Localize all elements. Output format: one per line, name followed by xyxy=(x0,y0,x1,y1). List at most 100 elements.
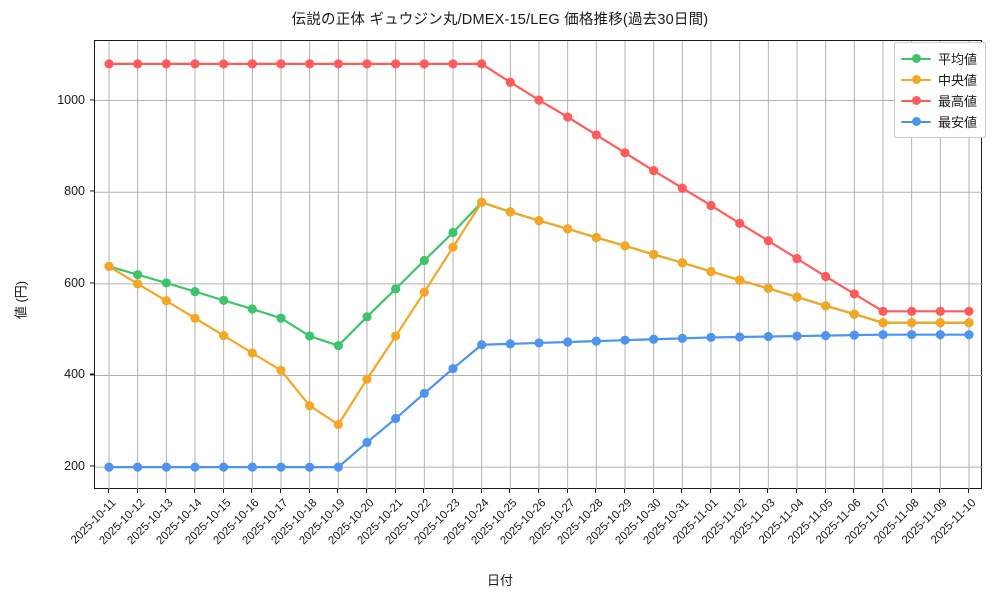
x-axis-tick-mark xyxy=(480,489,482,493)
data-point xyxy=(677,183,687,193)
data-point xyxy=(620,335,630,345)
data-point xyxy=(391,59,401,69)
x-axis-tick-mark xyxy=(566,489,568,493)
data-point xyxy=(534,216,544,226)
x-axis-tick-mark xyxy=(538,489,540,493)
legend-item-2[interactable]: 中央値 xyxy=(900,69,977,90)
data-point xyxy=(133,462,143,472)
x-axis-label: 日付 xyxy=(486,573,513,588)
data-point xyxy=(219,330,229,341)
data-point xyxy=(333,341,343,351)
legend-swatch-icon xyxy=(900,116,931,128)
data-point xyxy=(735,218,745,228)
data-point xyxy=(505,339,515,349)
series-4 xyxy=(104,330,974,472)
data-point xyxy=(362,59,372,69)
x-axis-tick-mark xyxy=(652,489,654,493)
legend-item-3[interactable]: 最高値 xyxy=(900,90,977,111)
x-axis-tick-mark xyxy=(939,489,941,493)
x-axis-tick-mark xyxy=(910,489,912,493)
y-axis-tick-label: 800 xyxy=(64,184,85,199)
data-point xyxy=(505,207,515,217)
x-axis-tick-mark xyxy=(882,489,884,493)
data-point xyxy=(563,337,573,347)
data-point xyxy=(620,241,630,251)
data-point xyxy=(419,255,429,266)
legend-swatch-icon xyxy=(900,95,931,107)
data-point xyxy=(161,59,171,69)
x-axis-tick-mark xyxy=(624,489,626,493)
x-axis-tick-mark xyxy=(509,489,511,493)
data-point xyxy=(276,59,286,69)
data-point xyxy=(362,312,372,322)
x-axis-tick-mark xyxy=(394,489,396,493)
x-axis-tick-mark xyxy=(251,489,253,493)
data-point xyxy=(276,313,286,323)
data-point xyxy=(419,59,429,69)
legend-item-1[interactable]: 平均値 xyxy=(900,48,977,69)
data-point xyxy=(706,200,716,211)
data-point xyxy=(448,227,458,238)
data-point xyxy=(878,318,888,328)
data-point xyxy=(907,306,917,316)
data-point xyxy=(849,309,859,319)
y-axis-ticks: 200 400 600 800 1000 xyxy=(0,40,94,489)
y-axis-tick-mark xyxy=(90,465,94,467)
data-point xyxy=(935,330,945,340)
x-axis-tick-mark xyxy=(767,489,769,493)
legend-item-4[interactable]: 最安値 xyxy=(900,111,977,132)
data-point xyxy=(104,261,114,272)
data-point xyxy=(477,340,487,350)
data-point xyxy=(534,338,544,348)
data-point xyxy=(219,59,229,69)
data-point xyxy=(935,318,945,328)
x-axis-tick-mark xyxy=(595,489,597,493)
data-point xyxy=(448,242,458,252)
y-axis-tick-label: 1000 xyxy=(57,92,85,107)
data-point xyxy=(448,59,458,69)
y-axis-tick-mark xyxy=(90,373,94,375)
data-point xyxy=(477,197,487,207)
data-point xyxy=(534,95,544,105)
y-axis-tick-label: 600 xyxy=(64,275,85,290)
data-point xyxy=(333,462,343,472)
data-point xyxy=(276,365,286,376)
data-point xyxy=(505,77,515,87)
data-point xyxy=(391,284,401,294)
data-series-layer xyxy=(104,59,974,472)
data-point xyxy=(706,266,716,277)
x-axis-tick-mark xyxy=(108,489,110,493)
x-axis-tick-mark xyxy=(681,489,683,493)
series-line xyxy=(107,201,971,426)
series-line xyxy=(107,333,971,469)
data-point xyxy=(104,59,114,69)
legend-swatch-icon xyxy=(900,53,931,65)
data-point xyxy=(391,413,401,424)
data-point xyxy=(362,374,372,384)
x-axis-tick-mark xyxy=(853,489,855,493)
legend-label: 中央値 xyxy=(937,73,977,88)
chart-legend: 平均値中央値最高値 最安値 xyxy=(893,42,986,138)
y-axis-tick-mark xyxy=(90,190,94,192)
data-point xyxy=(821,330,831,341)
data-point xyxy=(190,313,200,323)
data-point xyxy=(133,59,143,69)
data-point xyxy=(419,388,429,398)
data-point xyxy=(333,419,343,430)
data-point xyxy=(821,271,831,282)
data-point xyxy=(104,462,114,472)
plot-area xyxy=(94,40,983,490)
data-point xyxy=(935,306,945,316)
data-point xyxy=(706,332,716,343)
data-point xyxy=(677,333,687,343)
data-point xyxy=(133,279,143,289)
x-axis-tick-mark xyxy=(824,489,826,493)
data-point xyxy=(591,232,601,243)
legend-swatch-icon xyxy=(900,74,931,86)
x-axis-tick-mark xyxy=(710,489,712,493)
data-point xyxy=(305,462,315,472)
legend-label: 平均値 xyxy=(937,52,977,67)
data-point xyxy=(792,331,802,341)
data-point xyxy=(649,249,659,260)
